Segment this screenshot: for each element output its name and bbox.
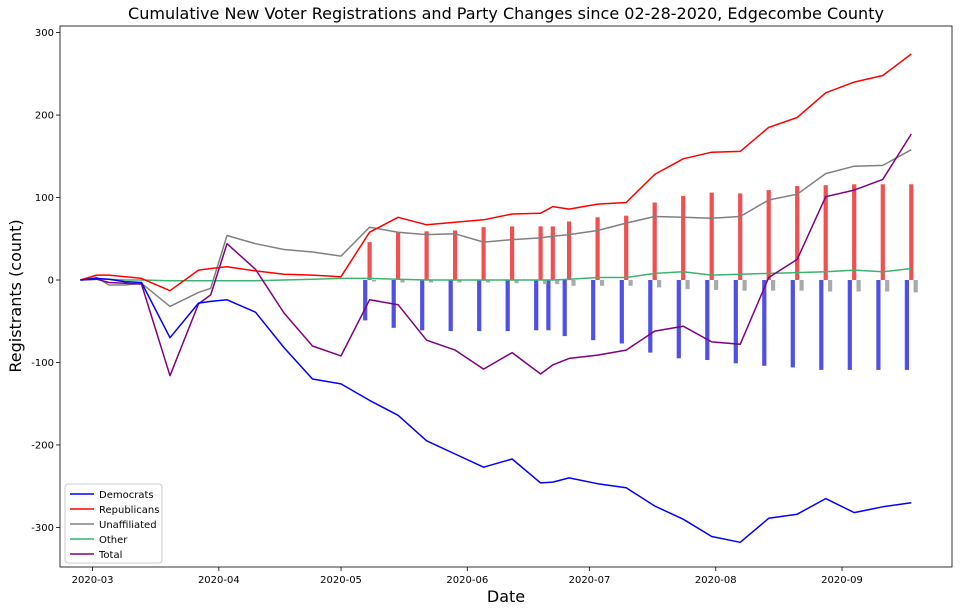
x-tick-label: 2020-05 (320, 575, 362, 586)
bar-unaffiliated (771, 280, 776, 291)
bar-unaffiliated (371, 280, 377, 282)
plot-area (80, 53, 918, 544)
chart-title: Cumulative New Voter Registrations and P… (128, 4, 884, 23)
legend-label-republicans: Republicans (99, 505, 159, 516)
bar-democrats (562, 280, 567, 337)
bar-republicans (481, 227, 486, 280)
bar-unaffiliated (856, 280, 861, 292)
y-tick-label: 0 (48, 276, 54, 287)
bar-unaffiliated (542, 280, 548, 285)
bar-democrats (591, 280, 596, 341)
legend-label-unaffiliated: Unaffiliated (99, 520, 157, 531)
bar-unaffiliated (599, 280, 605, 286)
legend-label-total: Total (98, 550, 122, 561)
legend: Democrats Republicans Unaffiliated Other… (64, 483, 163, 564)
legend-label-democrats: Democrats (99, 490, 154, 501)
y-tick-label: -300 (31, 523, 54, 534)
bar-unaffiliated (400, 280, 405, 283)
bar-republicans (823, 185, 828, 280)
legend-label-other: Other (99, 535, 128, 546)
bar-democrats (705, 280, 710, 360)
legend-box (64, 483, 163, 564)
series-line-unaffiliated (80, 149, 912, 308)
bar-unaffiliated (742, 280, 747, 291)
y-tick-label: 200 (35, 111, 54, 122)
bar-unaffiliated (571, 280, 576, 286)
bar-republicans (766, 190, 771, 280)
bar-unaffiliated (485, 280, 491, 283)
bar-democrats (619, 280, 624, 344)
bar-republicans (510, 226, 515, 280)
bar-republicans (852, 184, 857, 280)
bar-democrats (876, 280, 881, 370)
bar-republicans (538, 226, 543, 280)
x-axis: 2020-03 2020-04 2020-05 2020-06 2020-07 2020-… (72, 567, 863, 586)
bar-republicans (880, 184, 885, 280)
bar-democrats (847, 280, 852, 370)
bar-republicans (367, 242, 372, 280)
bar-democrats (363, 280, 368, 321)
bar-unaffiliated (799, 280, 804, 291)
bar-unaffiliated (685, 280, 690, 290)
y-tick-label: 300 (35, 28, 54, 39)
bar-republicans (909, 184, 914, 280)
bar-unaffiliated (555, 280, 560, 285)
bar-republicans (424, 231, 429, 280)
bar-democrats (448, 280, 453, 332)
bar-republicans (709, 192, 714, 280)
series-line-total (80, 133, 912, 377)
bar-democrats (762, 280, 767, 366)
x-axis-label: Date (487, 587, 525, 606)
series-line-republicans (80, 53, 912, 292)
bar-unaffiliated (885, 280, 890, 292)
bar-republicans (738, 193, 743, 280)
bar-republicans (567, 221, 572, 281)
bar-republicans (681, 195, 686, 280)
x-tick-label: 2020-06 (446, 575, 488, 586)
bar-democrats (819, 280, 824, 370)
bar-democrats (477, 280, 482, 332)
bar-democrats (733, 280, 738, 364)
bar-democrats (790, 280, 795, 368)
bar-democrats (676, 280, 681, 359)
y-tick-label: -100 (31, 358, 54, 369)
bar-unaffiliated (657, 280, 662, 288)
bar-democrats (648, 280, 653, 353)
bar-unaffiliated (714, 280, 719, 290)
y-tick-label: 100 (35, 193, 54, 204)
bar-republicans (595, 217, 600, 280)
x-tick-label: 2020-09 (821, 575, 863, 586)
bar-unaffiliated (514, 280, 519, 284)
x-tick-label: 2020-03 (72, 575, 114, 586)
bar-democrats (505, 280, 510, 332)
y-tick-label: -200 (31, 440, 54, 451)
bar-republicans (795, 186, 800, 280)
bar-democrats (534, 280, 539, 331)
bar-democrats (546, 280, 551, 331)
x-tick-label: 2020-07 (569, 575, 611, 586)
bar-republicans (453, 230, 458, 280)
x-tick-label: 2020-04 (198, 575, 240, 586)
bar-democrats (904, 280, 909, 370)
y-axis-label: Registrants (count) (6, 219, 25, 372)
series-line-democrats (80, 277, 912, 544)
bar-republicans (550, 226, 555, 280)
x-tick-label: 2020-08 (695, 575, 737, 586)
bar-republicans (652, 202, 657, 280)
bar-unaffiliated (913, 280, 918, 293)
bar-unaffiliated (457, 280, 462, 283)
bar-democrats (420, 280, 425, 331)
plot-frame (59, 25, 953, 568)
bar-unaffiliated (628, 280, 633, 286)
bar-unaffiliated (428, 280, 434, 283)
bar-republicans (624, 215, 629, 280)
bar-unaffiliated (828, 280, 833, 292)
bar-republicans (396, 232, 401, 280)
y-axis: -300 -200 -100 0 100 200 300 (31, 28, 60, 534)
